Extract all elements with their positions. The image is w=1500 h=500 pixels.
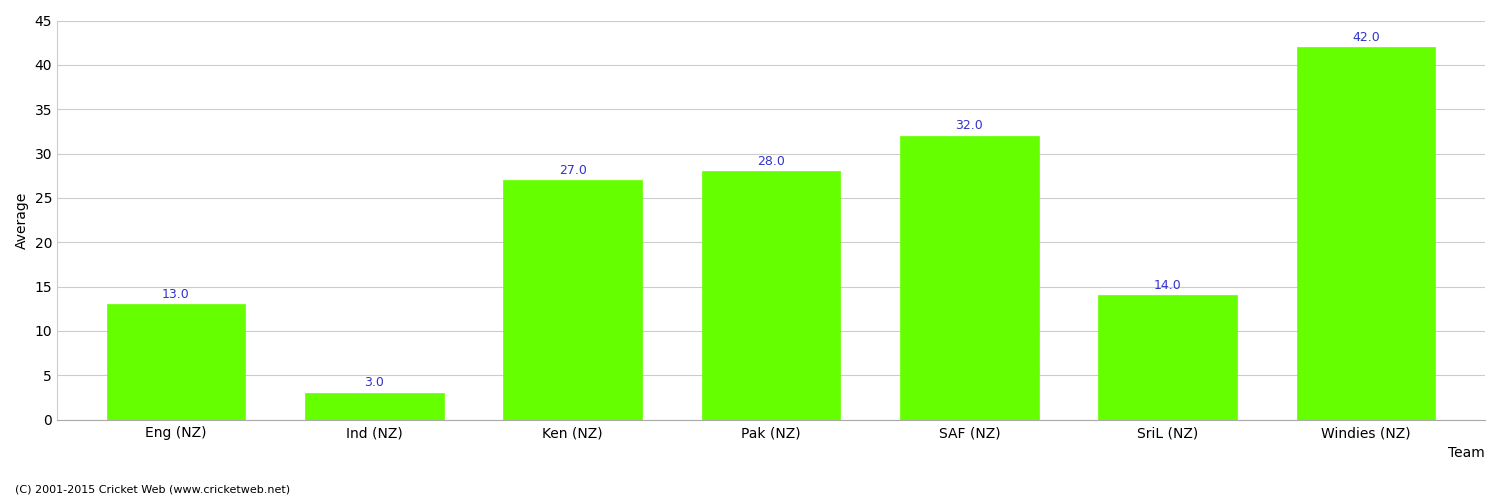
Bar bbox=[504, 180, 642, 420]
Bar bbox=[702, 171, 840, 420]
Bar bbox=[304, 393, 444, 419]
X-axis label: Team: Team bbox=[1448, 446, 1485, 460]
Text: 28.0: 28.0 bbox=[758, 154, 784, 168]
Bar bbox=[106, 304, 246, 420]
Text: 27.0: 27.0 bbox=[560, 164, 586, 176]
Bar bbox=[1296, 47, 1436, 420]
Bar bbox=[900, 136, 1040, 420]
Text: 42.0: 42.0 bbox=[1352, 30, 1380, 44]
Text: 13.0: 13.0 bbox=[162, 288, 190, 300]
Text: 3.0: 3.0 bbox=[364, 376, 384, 390]
Text: (C) 2001-2015 Cricket Web (www.cricketweb.net): (C) 2001-2015 Cricket Web (www.cricketwe… bbox=[15, 485, 290, 495]
Bar bbox=[1098, 296, 1238, 420]
Text: 32.0: 32.0 bbox=[956, 119, 982, 132]
Text: 14.0: 14.0 bbox=[1154, 279, 1182, 292]
Y-axis label: Average: Average bbox=[15, 192, 28, 248]
